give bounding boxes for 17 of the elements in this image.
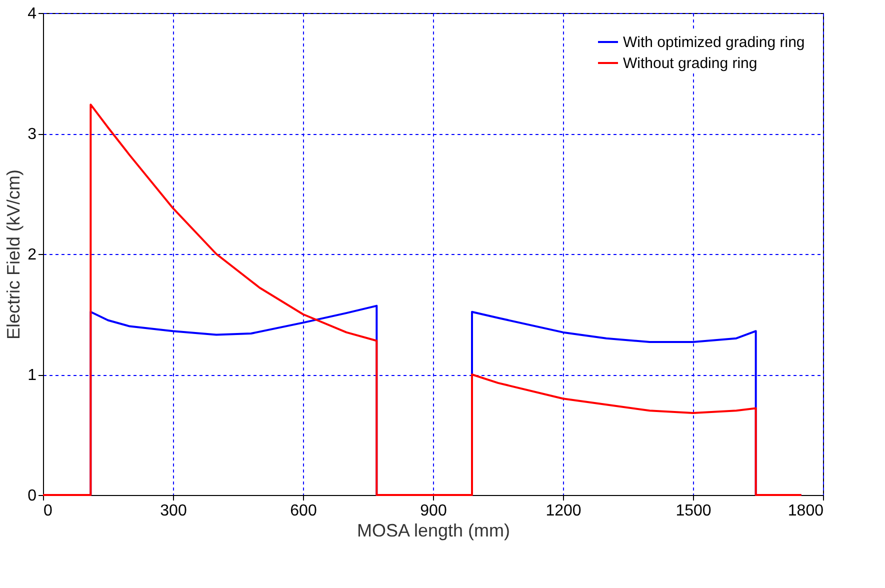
x-tick-label: 300	[160, 502, 187, 520]
y-tick-label: 0	[28, 488, 37, 504]
line-series	[42, 104, 802, 496]
legend-label: With optimized grading ring	[623, 34, 805, 51]
legend-label: Without grading ring	[623, 55, 758, 72]
y-tick-label: 4	[28, 6, 37, 22]
x-tick-label: 600	[290, 502, 317, 520]
x-tick-label: 1500	[676, 502, 712, 520]
x-axis-title: MOSA length (mm)	[356, 520, 510, 540]
y-tick-label: 1	[28, 367, 37, 384]
y-axis-title: Electric Field (kV/cm)	[4, 169, 24, 340]
x-tick-label: 900	[420, 502, 447, 520]
x-tick-label: 1800	[788, 502, 824, 520]
y-tick-label: 3	[28, 126, 37, 143]
y-tick-label: 2	[28, 246, 37, 264]
x-tick-label: 0	[44, 502, 52, 520]
x-tick-label: 1200	[546, 502, 582, 520]
